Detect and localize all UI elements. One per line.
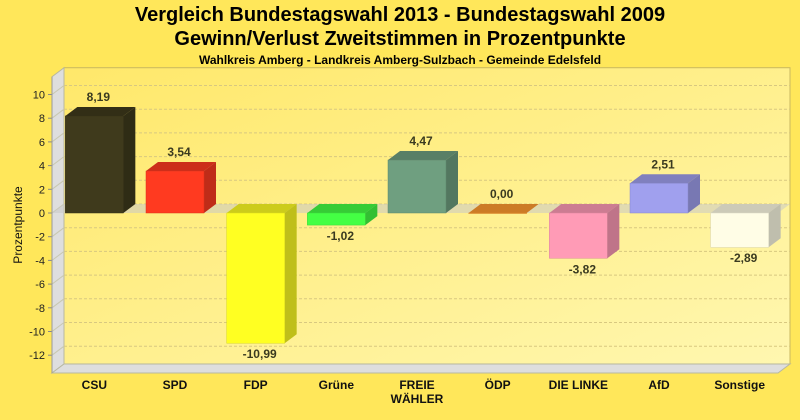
gridline-side xyxy=(51,345,65,356)
bar-sonstige: -2,89 xyxy=(710,204,781,265)
bar-top xyxy=(307,204,378,213)
x-tick-label: AfD xyxy=(648,378,670,392)
x-tick-label: FDP xyxy=(244,378,268,392)
y-tick-label: -2 xyxy=(35,232,45,244)
y-tick-label: 10 xyxy=(33,90,45,102)
x-tick-label: DIE LINKE xyxy=(549,378,608,392)
gridline-side xyxy=(51,250,65,261)
x-tick-label: SPD xyxy=(163,378,188,392)
bar-side xyxy=(688,174,700,213)
bar-top xyxy=(65,106,136,116)
data-label: 0,00 xyxy=(490,187,514,201)
chart-title: Vergleich Bundestagswahl 2013 - Bundesta… xyxy=(134,4,666,26)
bar-top xyxy=(710,204,781,213)
bar-top xyxy=(630,174,700,184)
gridline-side xyxy=(51,274,65,285)
y-tick-label: -12 xyxy=(29,350,45,362)
back-wall xyxy=(63,67,791,365)
bar-side xyxy=(123,106,136,213)
data-label: 3,54 xyxy=(167,145,191,159)
chart-subsubtitle: Wahlkreis Amberg - Landkreis Amberg-Sulz… xyxy=(198,53,602,67)
gridline-side xyxy=(51,85,65,95)
bar-front xyxy=(307,212,366,226)
y-axis-label: Prozentpunkte xyxy=(11,186,25,264)
bar-front xyxy=(549,212,608,259)
x-tick-label: FREIE xyxy=(399,378,434,392)
floor xyxy=(50,363,792,374)
bar-top xyxy=(146,162,216,172)
y-tick-label: -6 xyxy=(35,279,45,291)
gridline-side xyxy=(51,108,65,119)
y-tick-label: 8 xyxy=(39,113,45,125)
data-label: 2,51 xyxy=(651,157,675,171)
x-tick-label: CSU xyxy=(82,378,107,392)
y-tick-label: 6 xyxy=(39,137,45,149)
bar-spd: 3,54 xyxy=(145,145,216,214)
x-tick-label: Grüne xyxy=(319,378,355,392)
bar-front xyxy=(145,170,205,214)
y-tick-label: -4 xyxy=(35,255,45,267)
bar-ödp: 0,00 xyxy=(468,187,539,214)
bar-side xyxy=(365,204,378,226)
data-label: -1,02 xyxy=(327,229,355,243)
y-tick-label: 2 xyxy=(39,184,45,196)
bar-fdp: -10,99 xyxy=(226,204,297,361)
y-tick-label: 0 xyxy=(39,208,45,220)
y-tick-label: -8 xyxy=(35,303,45,315)
bar-grüne: -1,02 xyxy=(307,204,378,243)
gridline-side xyxy=(51,179,65,190)
bar-top xyxy=(388,151,458,161)
bar-top xyxy=(468,204,539,213)
data-label: -2,89 xyxy=(730,251,758,265)
bar-side xyxy=(768,204,781,248)
x-tick-label: Sonstige xyxy=(714,378,765,392)
gridline-side xyxy=(51,298,65,309)
bar-side xyxy=(284,204,297,344)
bar-freie-wähler: 4,47 xyxy=(387,134,458,214)
gridline-side xyxy=(51,156,65,167)
bar-side xyxy=(204,162,216,213)
bar-front xyxy=(226,212,285,344)
data-label: 8,19 xyxy=(87,90,111,104)
bar-side xyxy=(446,151,458,213)
y-tick-label: -10 xyxy=(29,327,45,339)
x-tick-label: WÄHLER xyxy=(391,391,444,406)
bar-afd: 2,51 xyxy=(629,157,700,214)
x-tick-label: ÖDP xyxy=(485,377,511,392)
data-label: 4,47 xyxy=(409,134,433,148)
bar-front xyxy=(710,212,769,248)
bar-side xyxy=(607,204,620,259)
gridline-side xyxy=(51,132,65,143)
gridline-side xyxy=(51,322,65,332)
data-label: -10,99 xyxy=(243,347,277,361)
data-label: -3,82 xyxy=(569,262,597,276)
bar-front xyxy=(65,115,124,214)
bar-front xyxy=(387,159,447,214)
bar-csu: 8,19 xyxy=(65,90,136,214)
bar-top xyxy=(549,204,620,213)
bar-front xyxy=(629,183,689,214)
y-tick-label: 4 xyxy=(39,161,45,173)
chart-subtitle: Gewinn/Verlust Zweitstimmen in Prozentpu… xyxy=(174,28,626,50)
bar-top xyxy=(226,204,297,213)
bar-front xyxy=(468,212,527,214)
gridline-side xyxy=(51,227,65,238)
bar-die linke: -3,82 xyxy=(549,204,620,276)
